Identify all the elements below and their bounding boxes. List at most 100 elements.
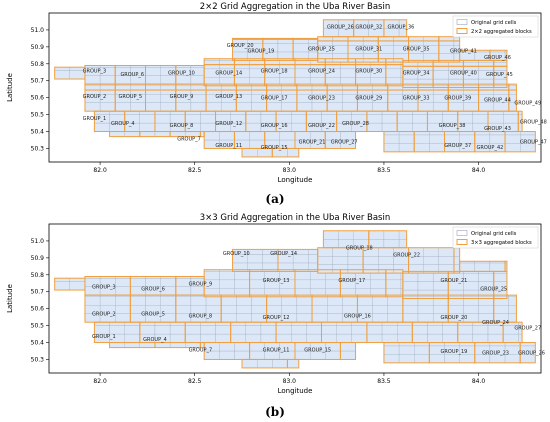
grid-cell (442, 322, 458, 326)
grid-cell (423, 247, 439, 257)
grid-cell (311, 296, 328, 306)
group-label: GROUP_16 (344, 313, 371, 319)
grid-cell (245, 122, 262, 132)
aggregated-block (271, 147, 300, 158)
grid-cell (351, 325, 368, 335)
grid-cell (215, 325, 231, 335)
grid-cell (414, 143, 430, 152)
group-label: GROUP_11 (215, 143, 242, 149)
grid-cell (402, 102, 419, 112)
group-label: GROUP_43 (484, 126, 511, 132)
group-label: GROUP_27 (514, 325, 541, 331)
group-label: GROUP_3 (92, 285, 116, 291)
grid-cell (336, 322, 352, 326)
grid-cell (429, 134, 445, 144)
grid-cell (378, 247, 394, 257)
group-label: GROUP_19 (441, 349, 468, 355)
grid-cell (489, 342, 506, 347)
grid-cell (368, 230, 385, 240)
grid-cell (383, 345, 400, 355)
grid-cell (362, 256, 379, 265)
chart-title: 3×3 Grid Aggregation in the Uba River Ba… (200, 213, 390, 223)
grid-cell (281, 305, 298, 314)
grid-cell (109, 322, 125, 326)
x-tick-label: 84.0 (472, 378, 486, 385)
grid-cell (317, 247, 333, 257)
grid-cell (190, 286, 205, 296)
grid-cell (275, 325, 292, 335)
grid-cell (221, 305, 237, 314)
grid-cell (487, 325, 504, 335)
grid-cell (398, 131, 415, 136)
grid-cell (139, 342, 156, 348)
group-label: GROUP_5 (119, 94, 143, 100)
y-tick-label: 51.0 (31, 27, 45, 34)
group-label: GROUP_8 (189, 313, 213, 319)
grid-cell (94, 111, 110, 115)
grid-cell (398, 134, 415, 144)
aggregated-block (504, 260, 508, 272)
legend-swatch-cells (456, 19, 468, 25)
grid-cell (311, 102, 328, 112)
grid-cell (520, 342, 536, 347)
grid-cell (412, 111, 428, 115)
grid-cell (381, 111, 398, 115)
grid-cell (457, 322, 474, 326)
x-axis-label: Longitude (278, 387, 313, 395)
group-labels: GROUP_1 GROUP_2 GROUP_3 GROUP_4 GROUP_5 GROUP… (83, 25, 547, 151)
grid-cell (427, 322, 443, 326)
group-label: GROUP_17 (261, 96, 288, 102)
grid-cell (370, 279, 386, 289)
caption-a: (a) (265, 192, 285, 206)
y-axis-label: Latitude (6, 73, 14, 102)
grid-cell (387, 102, 404, 112)
group-label: GROUP_35 (403, 47, 430, 53)
grid-cell (115, 102, 131, 112)
grid-cell (504, 134, 521, 144)
aggregated-block (339, 342, 357, 360)
grid-cell (321, 322, 337, 326)
grid-cell (308, 249, 318, 255)
grid-cell (296, 102, 313, 112)
x-tick-label: 83.5 (377, 167, 391, 174)
y-tick-label: 50.4 (31, 340, 45, 347)
grid-cell (251, 305, 267, 314)
grid-cell (99, 102, 116, 112)
y-tick-label: 50.5 (31, 323, 45, 330)
grid-cell (204, 131, 220, 141)
grid-cell (215, 322, 231, 326)
group-label: GROUP_2 (83, 94, 107, 100)
grid-cell (414, 345, 430, 355)
group-label: GROUP_37 (444, 143, 471, 149)
y-tick-label: 50.3 (31, 145, 45, 152)
aggregated-block (438, 36, 461, 42)
group-label: GROUP_26 (518, 351, 545, 357)
grid-cell (219, 131, 235, 141)
group-label: GROUP_26 (327, 25, 354, 31)
grid-cell (190, 102, 207, 112)
group-label: GROUP_30 (355, 69, 382, 75)
grid-cell (175, 102, 192, 112)
group-label: GROUP_41 (450, 48, 477, 54)
grid-cell (277, 43, 294, 53)
grid-cell (342, 102, 358, 112)
grid-cell (372, 296, 388, 306)
grid-cell (518, 111, 523, 115)
group-label: GROUP_9 (170, 94, 194, 100)
grid-cell (200, 325, 216, 335)
grid-cell (272, 359, 288, 369)
y-axis-label: Latitude (6, 284, 14, 313)
grid-cell (234, 271, 250, 281)
y-tick-label: 50.7 (31, 78, 45, 85)
group-label: GROUP_3 (83, 69, 107, 75)
grid-cell (185, 322, 201, 326)
grid-cell (306, 325, 322, 335)
group-label: GROUP_13 (263, 278, 290, 284)
grid-cell (291, 111, 307, 115)
grid-cell (230, 325, 246, 335)
grid-cell (234, 342, 250, 352)
grid-cell (340, 68, 356, 78)
grid-cell (309, 279, 326, 289)
aggregated-block (286, 358, 300, 369)
aggregated-block (324, 131, 357, 149)
